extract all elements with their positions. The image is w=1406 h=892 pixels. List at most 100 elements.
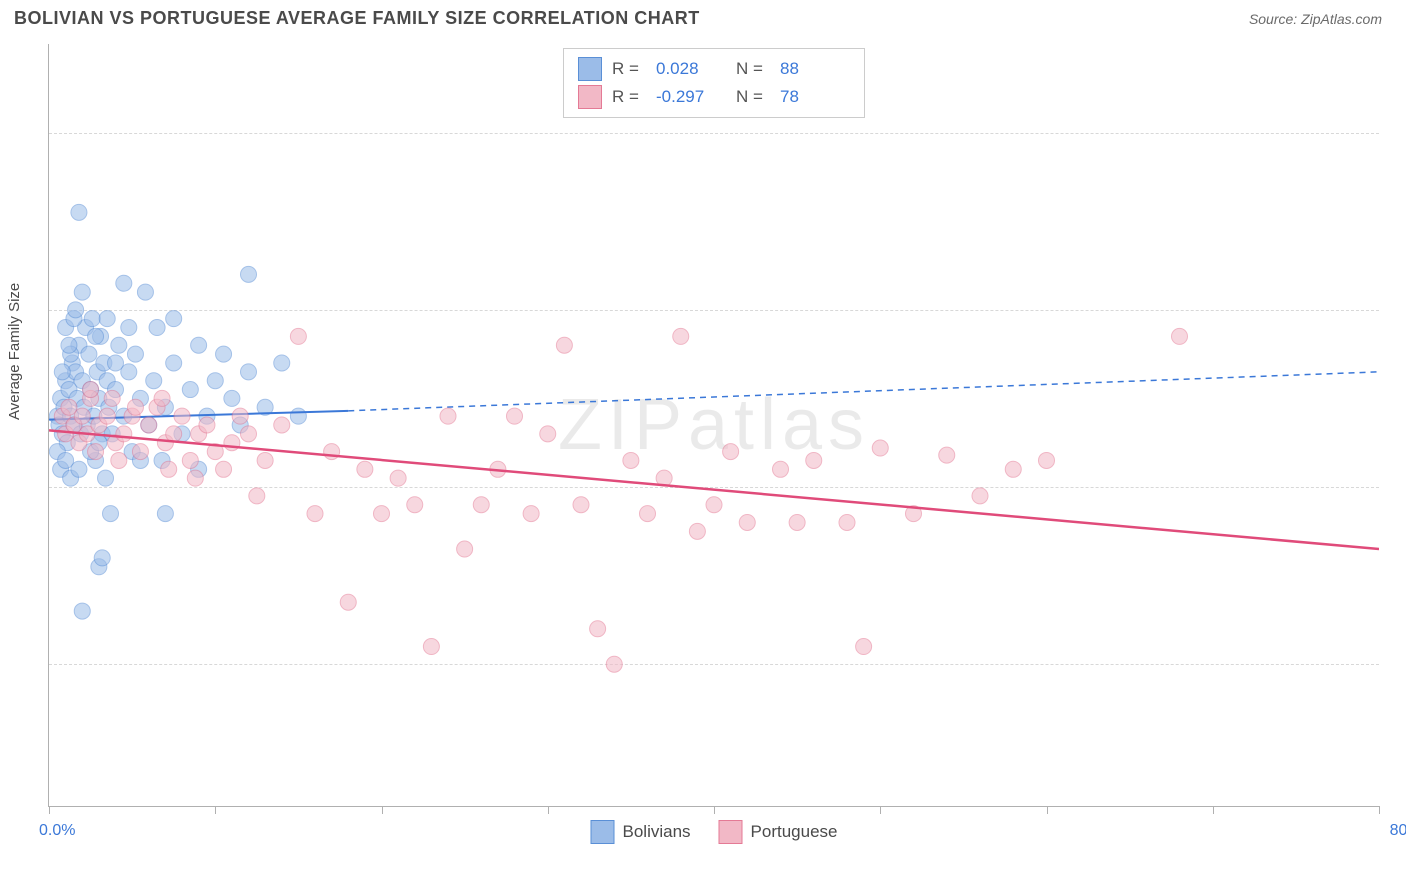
data-point	[789, 514, 805, 530]
data-point	[111, 452, 127, 468]
n-label: N =	[736, 59, 770, 79]
data-point	[523, 506, 539, 522]
data-point	[340, 594, 356, 610]
data-point	[166, 311, 182, 327]
data-point	[216, 346, 232, 362]
x-tick	[548, 806, 549, 814]
data-point	[274, 417, 290, 433]
data-point	[249, 488, 265, 504]
x-tick	[1213, 806, 1214, 814]
data-point	[706, 497, 722, 513]
data-point	[590, 621, 606, 637]
r-label: R =	[612, 87, 646, 107]
data-point	[423, 639, 439, 655]
trend-line	[49, 430, 1379, 549]
data-point	[673, 328, 689, 344]
data-point	[872, 440, 888, 456]
x-tick	[215, 806, 216, 814]
data-point	[146, 373, 162, 389]
data-point	[182, 452, 198, 468]
data-point	[191, 337, 207, 353]
x-tick	[1379, 806, 1380, 814]
data-point	[274, 355, 290, 371]
legend-item-portuguese: Portuguese	[719, 820, 838, 844]
data-point	[98, 470, 114, 486]
data-point	[290, 328, 306, 344]
data-point	[723, 444, 739, 460]
data-point	[207, 373, 223, 389]
data-point	[182, 382, 198, 398]
data-point	[839, 514, 855, 530]
data-point	[54, 364, 70, 380]
data-point	[127, 399, 143, 415]
chart-header: BOLIVIAN VS PORTUGUESE AVERAGE FAMILY SI…	[0, 0, 1406, 29]
data-point	[290, 408, 306, 424]
data-point	[68, 302, 84, 318]
swatch-bolivians-icon	[578, 57, 602, 81]
x-axis-min-label: 0.0%	[39, 822, 75, 840]
data-point	[61, 337, 77, 353]
data-point	[606, 656, 622, 672]
data-point	[407, 497, 423, 513]
r-value: -0.297	[656, 87, 726, 107]
x-tick	[49, 806, 50, 814]
legend-label: Bolivians	[623, 822, 691, 842]
data-point	[166, 355, 182, 371]
data-point	[154, 390, 170, 406]
data-point	[556, 337, 572, 353]
data-point	[157, 506, 173, 522]
data-point	[99, 408, 115, 424]
data-point	[1005, 461, 1021, 477]
data-point	[88, 444, 104, 460]
data-point	[84, 311, 100, 327]
data-point	[166, 426, 182, 442]
data-point	[440, 408, 456, 424]
legend-row-bolivians: R = 0.028 N = 88	[578, 55, 850, 83]
data-point	[108, 355, 124, 371]
data-point	[74, 603, 90, 619]
data-point	[623, 452, 639, 468]
legend-row-portuguese: R = -0.297 N = 78	[578, 83, 850, 111]
data-point	[141, 417, 157, 433]
data-point	[640, 506, 656, 522]
legend-item-bolivians: Bolivians	[591, 820, 691, 844]
r-label: R =	[612, 59, 646, 79]
data-point	[224, 390, 240, 406]
chart-source: Source: ZipAtlas.com	[1249, 11, 1382, 27]
data-point	[121, 320, 137, 336]
r-value: 0.028	[656, 59, 726, 79]
y-axis-label: Average Family Size	[6, 283, 23, 420]
data-point	[74, 408, 90, 424]
data-point	[199, 417, 215, 433]
chart-title: BOLIVIAN VS PORTUGUESE AVERAGE FAMILY SI…	[14, 8, 700, 29]
data-point	[689, 523, 705, 539]
data-point	[390, 470, 406, 486]
data-point	[374, 506, 390, 522]
x-tick	[714, 806, 715, 814]
data-point	[972, 488, 988, 504]
x-tick	[1047, 806, 1048, 814]
n-value: 88	[780, 59, 850, 79]
data-point	[103, 506, 119, 522]
n-label: N =	[736, 87, 770, 107]
data-point	[806, 452, 822, 468]
data-point	[127, 346, 143, 362]
data-point	[81, 346, 97, 362]
data-point	[1172, 328, 1188, 344]
data-point	[257, 452, 273, 468]
series-legend: Bolivians Portuguese	[591, 820, 838, 844]
data-point	[137, 284, 153, 300]
data-point	[104, 390, 120, 406]
data-point	[357, 461, 373, 477]
data-point	[1039, 452, 1055, 468]
x-tick	[382, 806, 383, 814]
data-point	[241, 426, 257, 442]
data-point	[187, 470, 203, 486]
legend-label: Portuguese	[751, 822, 838, 842]
data-point	[83, 382, 99, 398]
data-point	[307, 506, 323, 522]
data-point	[71, 204, 87, 220]
n-value: 78	[780, 87, 850, 107]
data-point	[241, 364, 257, 380]
data-point	[174, 408, 190, 424]
